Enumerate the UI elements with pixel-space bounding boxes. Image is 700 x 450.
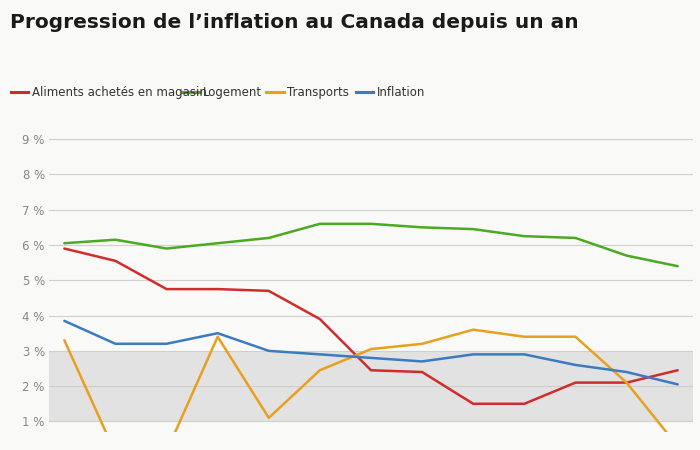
Text: Aliments achetés en magasin: Aliments achetés en magasin bbox=[32, 86, 206, 99]
Bar bbox=[49, 351, 693, 421]
Text: Inflation: Inflation bbox=[377, 86, 425, 99]
Text: Progression de l’inflation au Canada depuis un an: Progression de l’inflation au Canada dep… bbox=[10, 14, 579, 32]
Text: Logement: Logement bbox=[203, 86, 262, 99]
Text: Transports: Transports bbox=[287, 86, 349, 99]
